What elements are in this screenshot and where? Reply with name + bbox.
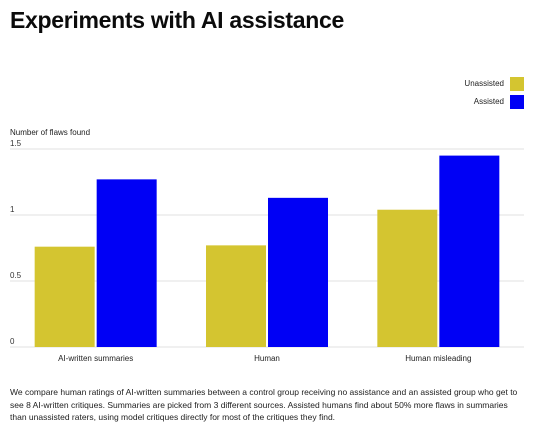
x-tick-label: AI-written summaries — [58, 354, 133, 363]
chart-title: Experiments with AI assistance — [10, 7, 345, 33]
bar-chart: Number of flaws found 0 0.5 1 1.5 AI-written … — [10, 128, 524, 363]
legend-label-unassisted: Unassisted — [464, 79, 504, 88]
bar-unassisted — [34, 246, 95, 347]
y-tick-label: 1.5 — [10, 139, 22, 148]
legend-swatch-unassisted — [510, 76, 524, 91]
legend: Unassisted Assisted — [464, 76, 524, 112]
legend-item-assisted: Assisted — [464, 94, 524, 109]
bar-assisted — [268, 197, 328, 347]
legend-label-assisted: Assisted — [473, 97, 504, 106]
y-tick-label: 0.5 — [10, 271, 22, 280]
x-tick-label: Human — [254, 354, 280, 363]
legend-item-unassisted: Unassisted — [464, 76, 524, 91]
bar-unassisted — [377, 209, 438, 347]
chart-description: We compare human ratings of AI-written s… — [10, 387, 518, 422]
bar-assisted — [439, 155, 500, 347]
bar-unassisted — [206, 245, 266, 347]
y-tick-label: 1 — [10, 205, 15, 214]
bar-assisted — [96, 179, 157, 347]
x-tick-label: Human misleading — [405, 354, 471, 363]
legend-swatch-assisted — [510, 94, 524, 109]
y-axis-label: Number of flaws found — [10, 128, 90, 137]
y-tick-label: 0 — [10, 337, 15, 346]
